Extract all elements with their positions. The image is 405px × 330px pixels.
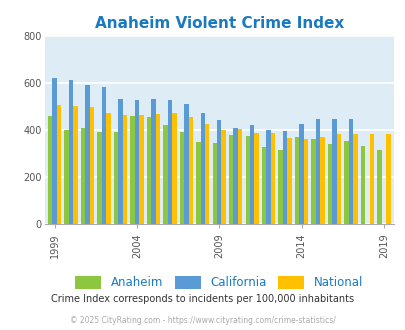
Bar xyxy=(249,125,254,224)
Bar xyxy=(311,139,315,224)
Bar xyxy=(130,116,134,224)
Bar xyxy=(73,106,77,224)
Bar xyxy=(134,100,139,224)
Bar xyxy=(303,139,307,224)
Bar xyxy=(254,133,258,224)
Text: Crime Index corresponds to incidents per 100,000 inhabitants: Crime Index corresponds to incidents per… xyxy=(51,294,354,304)
Bar xyxy=(360,146,364,224)
Bar xyxy=(348,119,352,224)
Bar xyxy=(102,87,106,224)
Bar xyxy=(113,132,118,224)
Bar xyxy=(183,105,188,224)
Bar xyxy=(200,113,205,224)
Bar xyxy=(352,134,357,224)
Bar xyxy=(233,128,237,224)
Bar xyxy=(369,134,373,224)
Bar xyxy=(97,132,102,224)
Legend: Anaheim, California, National: Anaheim, California, National xyxy=(70,272,367,294)
Bar xyxy=(282,131,287,224)
Bar xyxy=(343,141,348,224)
Bar xyxy=(228,135,233,224)
Bar xyxy=(266,130,270,224)
Bar xyxy=(146,117,151,224)
Bar xyxy=(245,136,249,224)
Bar xyxy=(205,124,209,224)
Bar xyxy=(155,114,160,224)
Bar xyxy=(336,134,340,224)
Bar xyxy=(57,105,61,224)
Text: © 2025 CityRating.com - https://www.cityrating.com/crime-statistics/: © 2025 CityRating.com - https://www.city… xyxy=(70,316,335,325)
Bar xyxy=(48,116,52,224)
Bar xyxy=(270,133,275,224)
Bar xyxy=(315,119,320,224)
Bar xyxy=(331,119,336,224)
Bar xyxy=(212,143,217,224)
Bar xyxy=(376,150,381,224)
Bar xyxy=(188,117,192,224)
Title: Anaheim Violent Crime Index: Anaheim Violent Crime Index xyxy=(94,16,343,31)
Bar xyxy=(172,113,176,224)
Bar xyxy=(385,134,390,224)
Bar xyxy=(163,125,167,224)
Bar xyxy=(139,115,143,224)
Bar xyxy=(179,132,183,224)
Bar xyxy=(261,147,266,224)
Bar xyxy=(68,80,73,224)
Bar xyxy=(151,99,155,224)
Bar xyxy=(320,137,324,224)
Bar xyxy=(90,107,94,224)
Bar xyxy=(294,137,298,224)
Bar xyxy=(64,130,68,224)
Bar xyxy=(106,113,110,224)
Bar xyxy=(327,145,331,224)
Bar xyxy=(217,120,221,224)
Bar xyxy=(122,115,127,224)
Bar xyxy=(237,129,242,224)
Bar xyxy=(167,101,172,224)
Bar xyxy=(196,142,200,224)
Bar xyxy=(81,128,85,224)
Bar xyxy=(287,138,291,224)
Bar xyxy=(85,85,90,224)
Bar xyxy=(298,124,303,224)
Bar xyxy=(52,78,57,224)
Bar xyxy=(118,99,122,224)
Bar xyxy=(221,130,225,224)
Bar xyxy=(278,150,282,224)
